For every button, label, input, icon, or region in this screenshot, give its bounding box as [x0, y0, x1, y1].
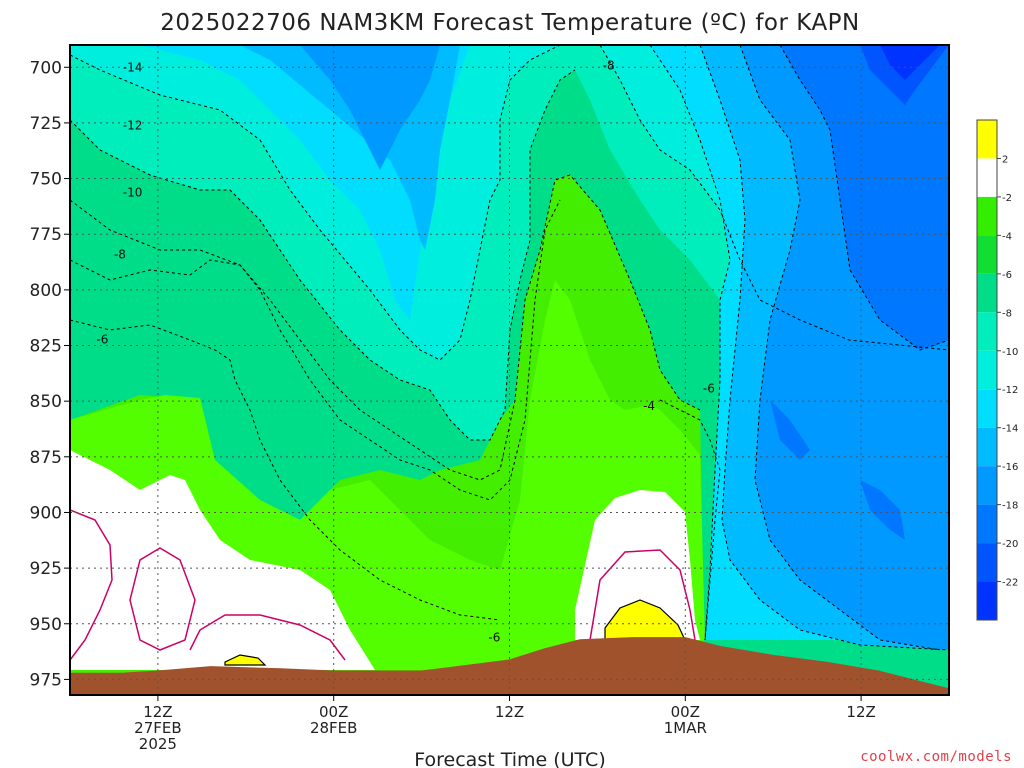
- y-tick-label: 900: [30, 503, 62, 523]
- colorbar-label: -6: [1002, 270, 1012, 281]
- colorbar-swatch: [977, 312, 997, 351]
- x-tick-label: 00Z: [671, 703, 700, 721]
- x-tick-label: 27FEB: [134, 719, 181, 737]
- colorbar-swatch: [977, 158, 997, 197]
- colorbar-label: -18: [1002, 501, 1018, 512]
- colorbar-label: -4: [1002, 231, 1012, 242]
- x-tick-label: 12Z: [495, 703, 524, 721]
- band-minus20: [770, 45, 949, 540]
- contour-zero-right: [589, 549, 696, 641]
- credit-text: coolwx.com/models: [860, 749, 1012, 765]
- contour-label: -6: [703, 381, 715, 395]
- chart-title: 2025022706 NAM3KM Forecast Temperature (…: [160, 10, 860, 36]
- colorbar-swatch: [977, 581, 997, 620]
- y-tick-label: 725: [30, 114, 62, 134]
- y-tick-label: 800: [30, 281, 62, 301]
- colorbar-swatch: [977, 273, 997, 313]
- colorbar-swatch: [977, 543, 997, 582]
- y-tick-label: 975: [30, 670, 62, 690]
- contour-minus18: [699, 45, 949, 651]
- contour-label: -8: [114, 248, 126, 262]
- contour-minus6: [70, 319, 501, 621]
- x-tick-label: 1MAR: [664, 719, 707, 737]
- band-above-minus2-right: [575, 490, 700, 640]
- contour-minus8: [70, 199, 561, 501]
- contour-lines: [70, 45, 949, 651]
- y-tick-label: 700: [30, 58, 62, 78]
- colorbar-label: -20: [1002, 539, 1018, 550]
- contour-minus14: [70, 45, 561, 361]
- contour-zero-left-outer: [70, 509, 113, 661]
- contour-labels: -14 -12 -10 -8 -6 -8 -6 -4 -6: [96, 58, 715, 645]
- surface-terrain: [70, 637, 949, 695]
- y-tick-label: 950: [30, 615, 62, 635]
- colorbar-label: -8: [1002, 308, 1012, 319]
- contour-minus16: [649, 45, 731, 641]
- contour-label: -14: [123, 61, 143, 75]
- y-tick-label: 775: [30, 225, 62, 245]
- y-tick-label: 875: [30, 448, 62, 468]
- x-tick-label: 12Z: [846, 703, 875, 721]
- colorbar-swatch: [977, 235, 997, 274]
- colorbar-swatch: [977, 466, 997, 505]
- colorbar-label: 2: [1002, 154, 1008, 165]
- colorbar-label: -12: [1002, 385, 1018, 396]
- band-above-minus2-left: [70, 450, 375, 670]
- colorbar-label: -22: [1002, 578, 1018, 589]
- contour-minus6-right: [659, 399, 721, 641]
- x-tick-label: 28FEB: [310, 719, 357, 737]
- x-tick-label: 2025: [139, 735, 177, 753]
- y-tick-label: 750: [30, 170, 62, 190]
- colorbar-swatch: [977, 120, 997, 159]
- colorbar-label: -16: [1002, 462, 1018, 473]
- y-tick-label: 825: [30, 337, 62, 357]
- colorbar-swatch: [977, 389, 997, 428]
- y-axis: 700 725 750 775 800 825 850 875 900 925 950 975: [30, 58, 70, 690]
- band-above-2-small: [224, 654, 267, 666]
- contour-zero-left-lower: [189, 614, 346, 661]
- colorbar: 2 -2 -4 -6 -8 -10 -12 -14 -16 -18 -20 -22: [976, 119, 1018, 621]
- colorbar-swatch: [977, 350, 997, 390]
- band-minus24: [880, 45, 940, 80]
- colorbar-frame: [976, 119, 998, 621]
- colorbar-label: -14: [1002, 424, 1018, 435]
- y-tick-label: 925: [30, 559, 62, 579]
- contour-minus20: [739, 45, 941, 651]
- colorbar-swatch: [977, 427, 997, 467]
- contour-label: -6: [96, 332, 108, 346]
- contour-label: -12: [123, 119, 143, 133]
- contour-label: -4: [643, 399, 655, 413]
- y-tick-label: 850: [30, 392, 62, 412]
- colorbar-label: -2: [1002, 193, 1012, 204]
- x-tick-label: 00Z: [319, 703, 348, 721]
- contour-label: -10: [123, 185, 143, 199]
- contour-label: -6: [488, 631, 500, 645]
- colorbar-swatch: [977, 504, 997, 544]
- freezing-contours: [70, 509, 696, 661]
- contour-minus22: [779, 45, 949, 351]
- colorbar-label: -10: [1002, 347, 1018, 358]
- x-tick-label: 12Z: [143, 703, 172, 721]
- contour-zero-left-inner: [129, 547, 196, 651]
- x-axis-label: Forecast Time (UTC): [414, 749, 605, 768]
- gridlines: [70, 45, 949, 695]
- band-minus18: [300, 45, 949, 650]
- colorbar-swatch: [977, 196, 997, 236]
- contour-label: -8: [603, 58, 615, 72]
- contour-minus12: [70, 69, 576, 441]
- contour-minus8-right: [599, 45, 949, 351]
